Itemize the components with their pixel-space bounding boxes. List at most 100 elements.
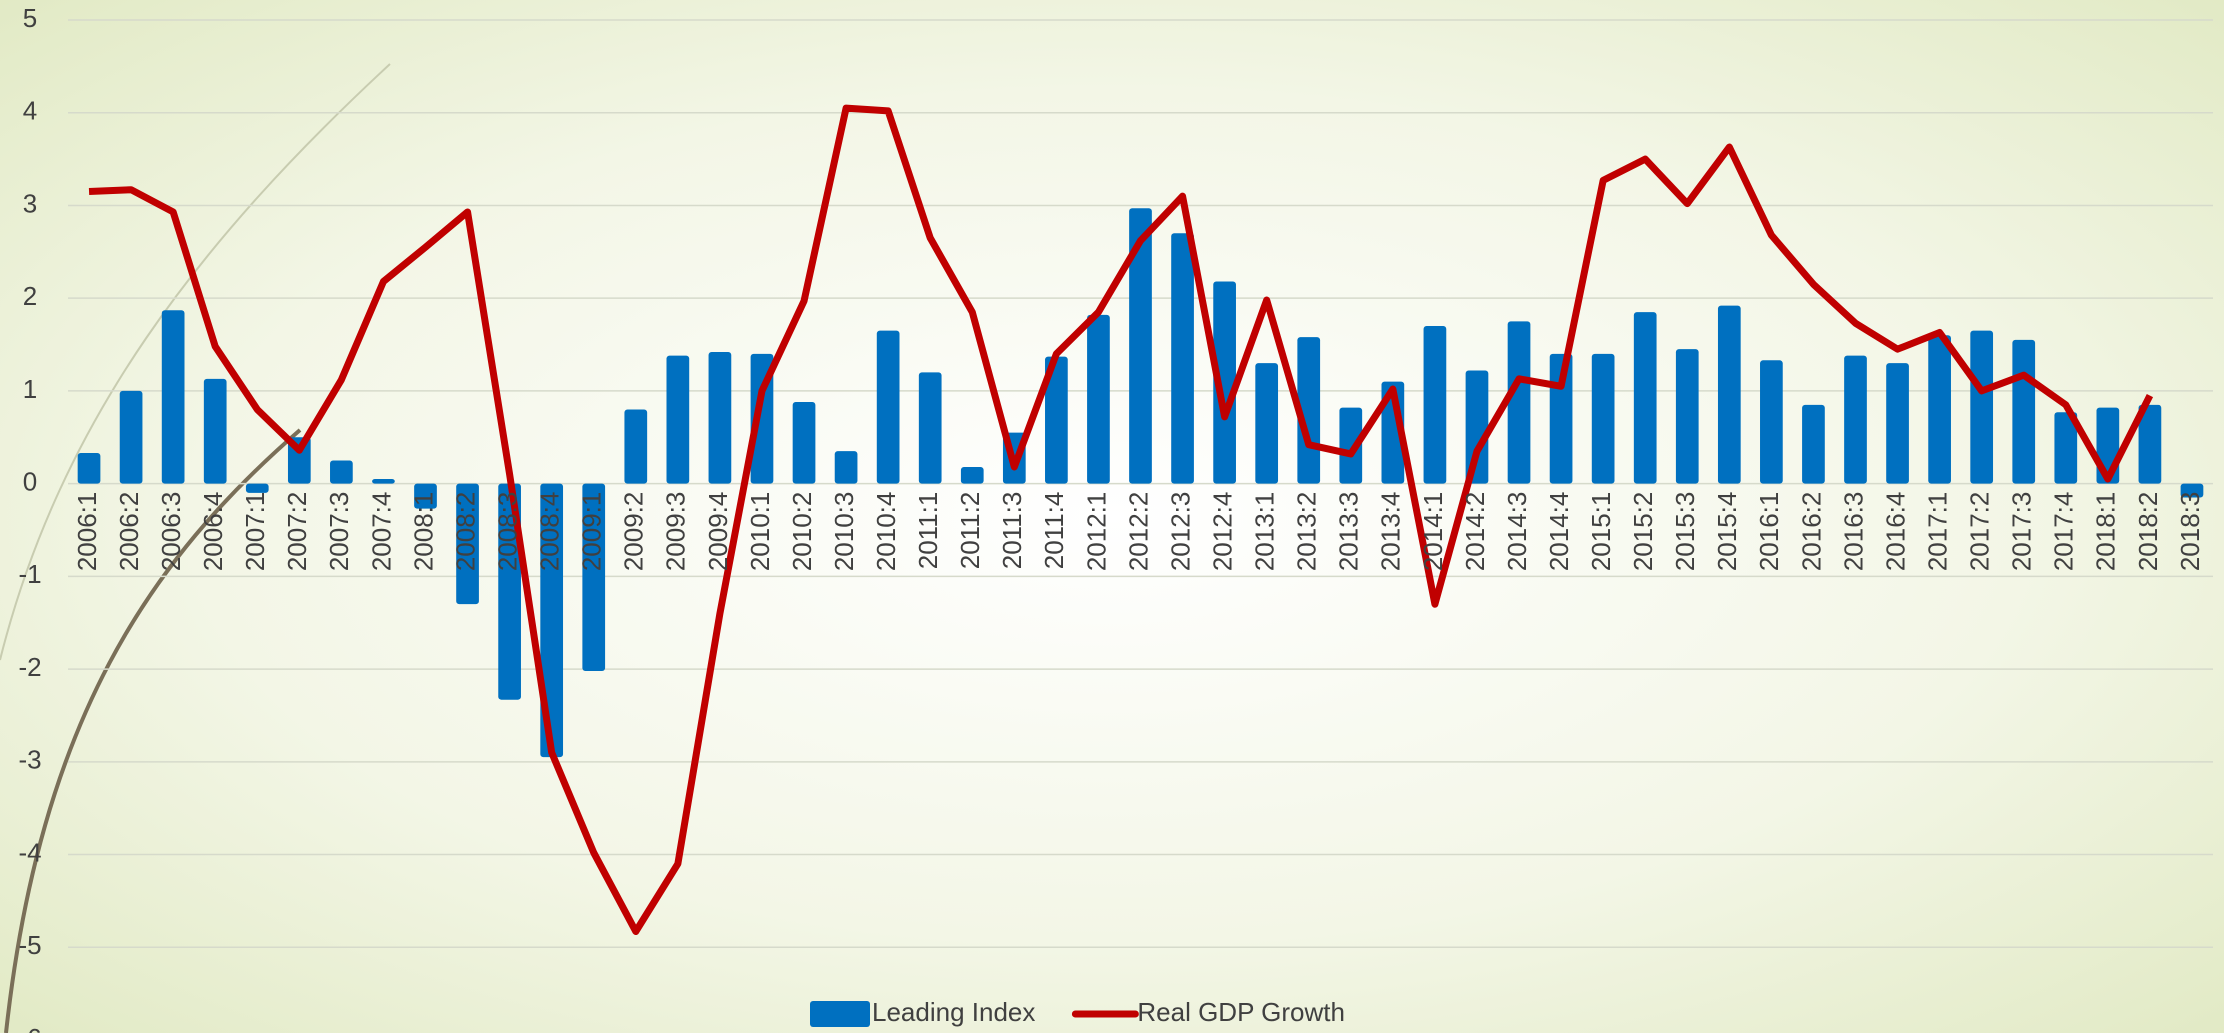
bar [245,483,269,493]
x-tick-label: 2010:1 [745,492,775,572]
x-tick-label: 2009:3 [661,492,691,572]
bar [1760,360,1783,484]
y-tick-label: -1 [18,559,41,589]
bar [1255,363,1279,484]
bar [1886,363,1909,484]
x-tick-label: 2008:1 [408,492,438,572]
y-tick-label: -3 [18,745,41,775]
x-tick-label: 2012:1 [1081,492,1111,572]
x-tick-label: 2010:3 [829,492,859,572]
x-tick-label: 2018:3 [2175,492,2205,572]
bar [1339,407,1363,484]
bar [540,483,564,758]
bar [960,466,984,484]
x-tick-label: 2006:3 [156,492,186,572]
y-tick-label: -4 [18,837,41,867]
x-tick-label: 2006:4 [198,492,228,572]
x-tick-label: 2008:2 [450,492,480,572]
x-tick-label: 2007:3 [324,492,354,572]
x-tick-label: 2018:1 [2091,492,2121,572]
x-tick-label: 2013:2 [1292,492,1322,572]
x-tick-label: 2008:4 [535,492,565,572]
x-tick-label: 2014:1 [1418,492,1448,572]
bar [708,351,732,484]
bar [498,483,521,700]
bar [330,460,353,484]
line [88,104,2154,936]
y-tick-label: -6 [18,1023,41,1033]
bar [1423,326,1447,484]
y-tick-label: 0 [23,467,37,497]
decor-curve [4,428,302,1033]
y-tick-label: 5 [23,3,37,33]
bar [1802,404,1825,484]
x-tick-label: 2018:2 [2133,492,2163,572]
x-tick-label: 2016:3 [1838,492,1868,572]
bar [372,479,395,484]
bar [792,402,816,484]
bar [666,355,690,484]
x-tick-label: 2012:2 [1123,492,1153,572]
x-tick-label: 2007:1 [240,492,270,572]
x-tick-label: 2014:2 [1460,492,1490,572]
x-tick-label: 2014:4 [1544,492,1574,572]
bar [414,483,437,509]
x-tick-label: 2015:1 [1586,492,1616,572]
x-tick-label: 2007:2 [282,492,312,572]
x-tick-label: 2017:3 [2007,492,2037,572]
x-tick-label: 2006:1 [72,492,102,572]
bar [1213,281,1236,484]
legend-swatch [810,1001,870,1027]
bar [1465,370,1489,484]
bar [2012,339,2036,484]
bar [1087,314,1110,484]
x-tick-label: 2008:3 [492,492,522,572]
x-tick-label: 2013:3 [1334,492,1364,572]
y-tick-label: 4 [23,96,37,126]
bar [876,330,900,484]
bar [1928,335,1951,484]
bar [624,409,648,484]
legend-label: Real GDP Growth [1137,997,1345,1027]
bar [1507,321,1531,484]
x-tick-label: 2017:2 [1965,492,1995,572]
y-tick-label: -5 [18,930,41,960]
x-tick-label: 2015:4 [1712,492,1742,572]
legend-label: Leading Index [872,997,1035,1027]
bar [1717,305,1741,484]
x-tick-label: 2016:1 [1754,492,1784,572]
bar [456,483,479,605]
bar [1675,349,1699,484]
y-tick-label: -2 [18,652,41,682]
y-tick-label: 2 [23,281,37,311]
bar [1045,356,1068,484]
bar [2138,404,2162,484]
y-tick-label: 1 [23,374,37,404]
bar [2180,483,2204,498]
x-tick-label: 2011:3 [997,492,1027,570]
x-tick-label: 2013:4 [1376,492,1406,572]
x-tick-label: 2015:3 [1670,492,1700,572]
x-tick-label: 2006:2 [114,492,144,572]
bar [1591,353,1615,484]
y-tick-label: 3 [23,188,37,218]
x-tick-label: 2009:1 [577,492,607,572]
x-tick-label: 2015:2 [1628,492,1658,572]
x-tick-label: 2010:2 [787,492,817,572]
x-tick-label: 2007:4 [366,492,396,572]
bar [77,453,101,484]
x-tick-label: 2012:3 [1165,492,1195,572]
x-tick-label: 2016:2 [1796,492,1826,572]
bars [77,208,2204,758]
x-tick-label: 2017:1 [1922,492,1952,572]
bar [203,378,227,484]
bar [1171,233,1194,484]
x-tick-label: 2016:4 [1880,492,1910,572]
bar [1844,355,1867,484]
x-tick-label: 2011:1 [913,492,943,570]
bar [119,390,143,484]
bar [2054,412,2078,484]
decor-curve [0,63,391,661]
